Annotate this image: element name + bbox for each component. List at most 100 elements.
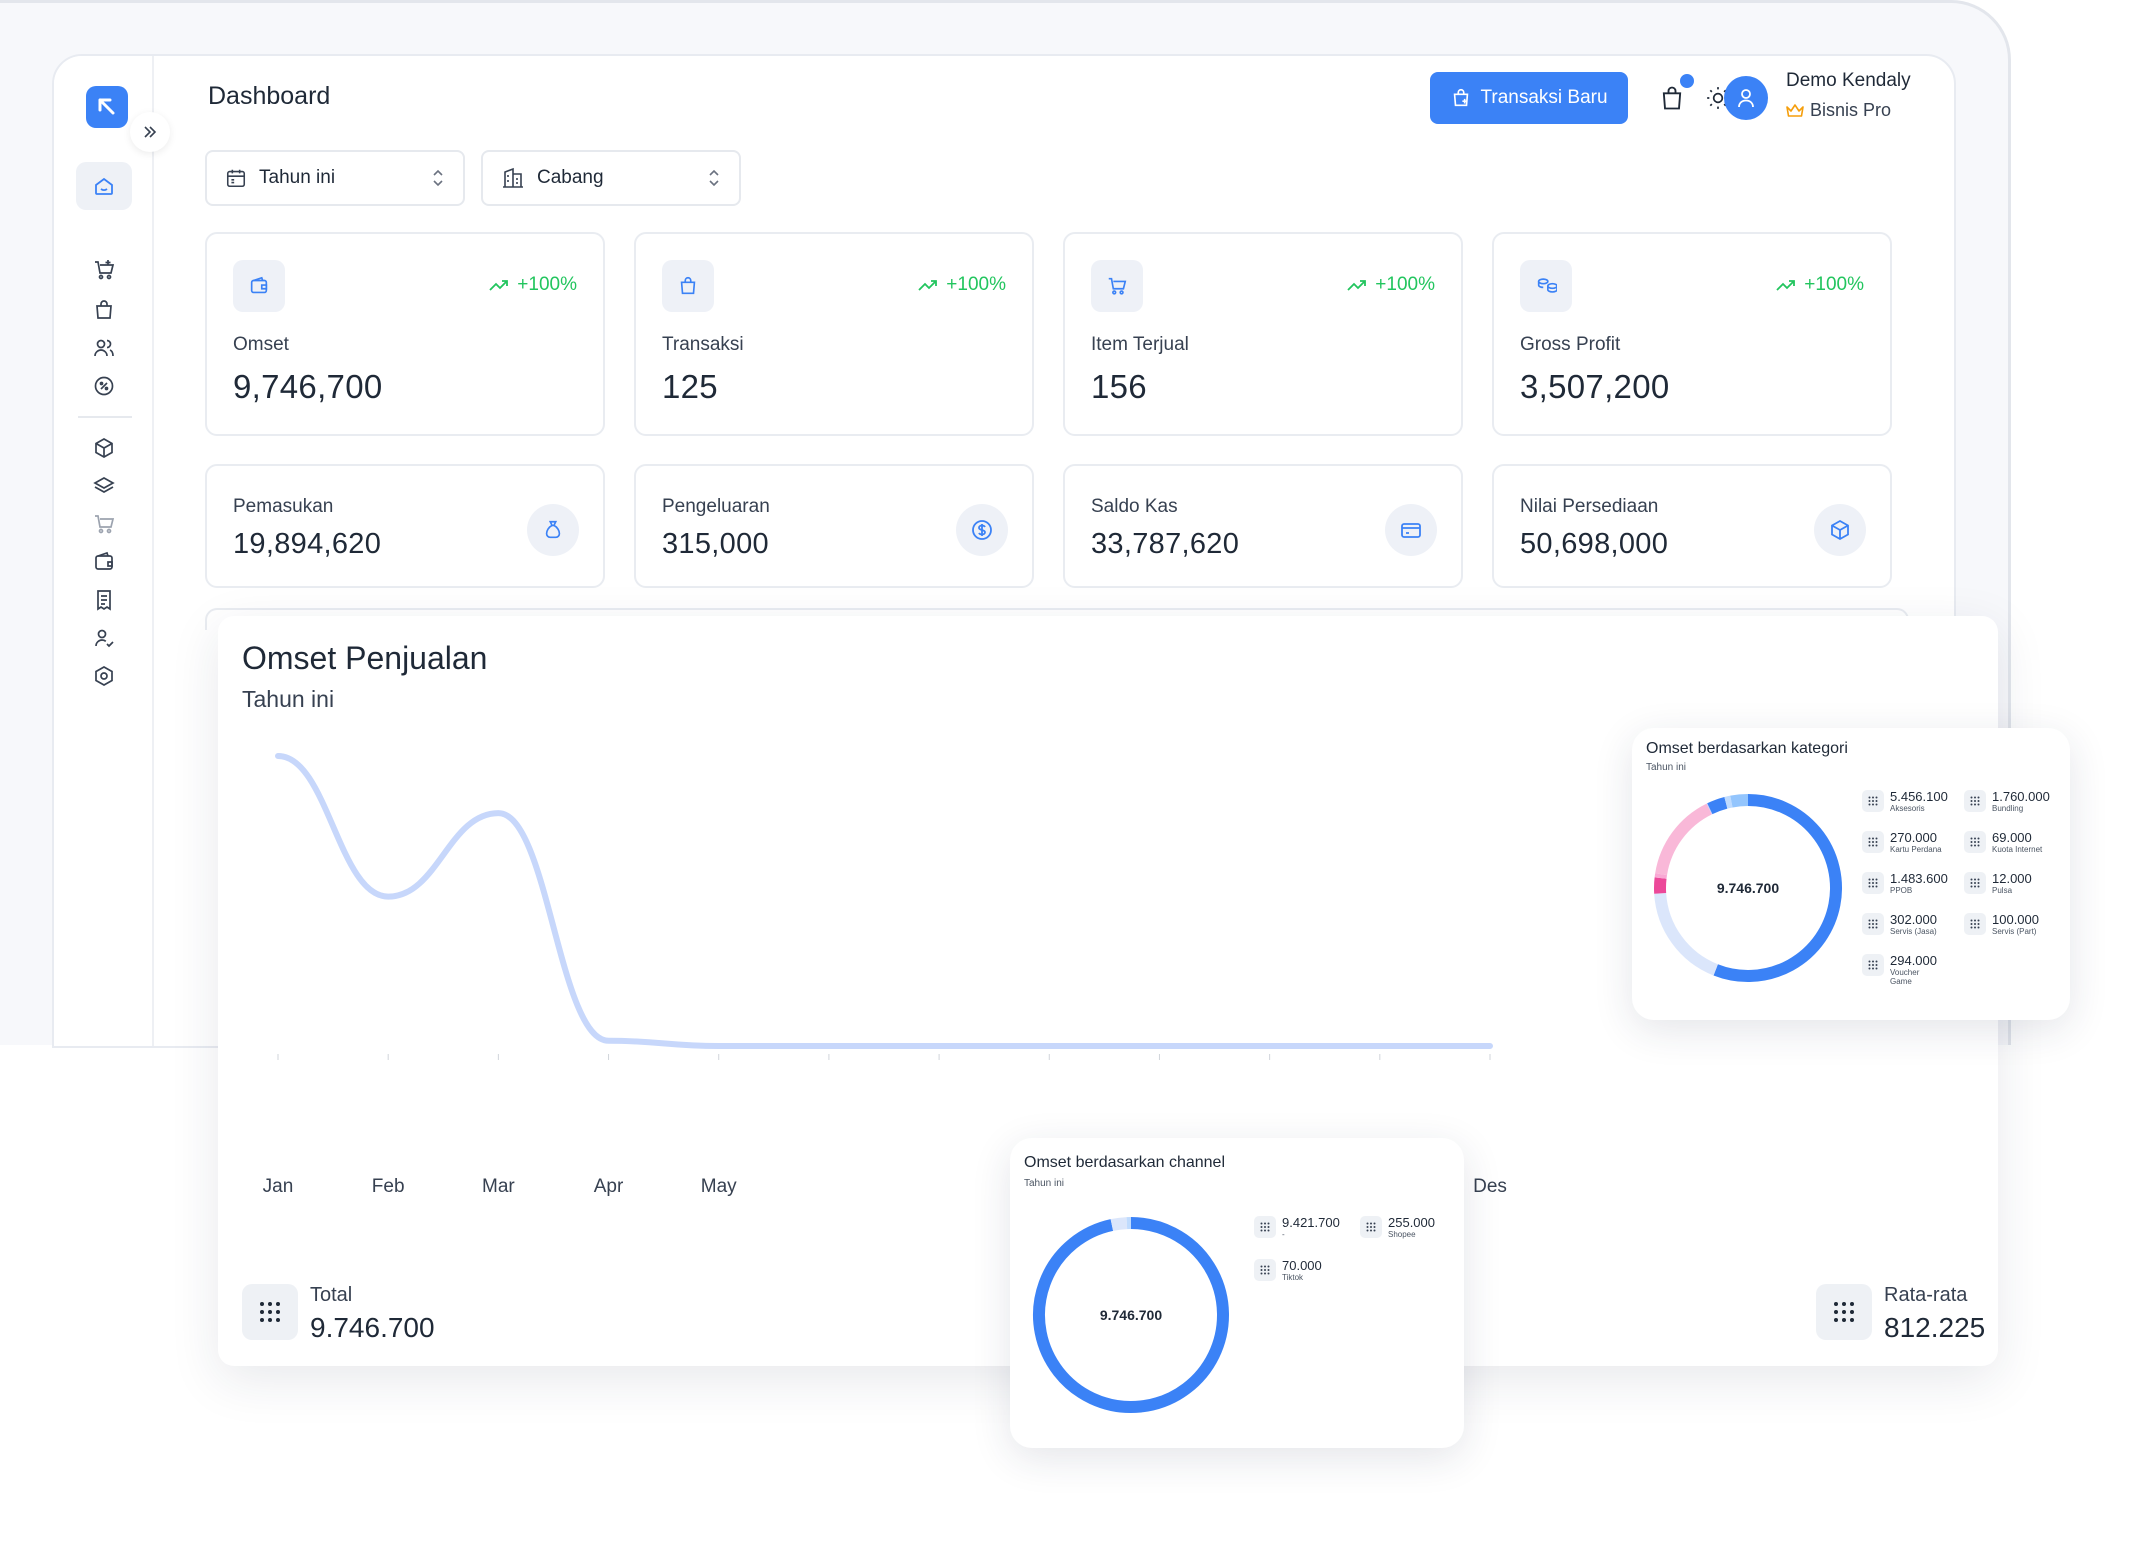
main-content: Dashboard Transaksi Baru Demo Kendaly Bi… bbox=[152, 56, 1954, 1046]
stat-card-transaksi[interactable]: +100% Transaksi 125 bbox=[634, 232, 1034, 436]
stat-card-omset[interactable]: +100% Omset 9,746,700 bbox=[205, 232, 605, 436]
legend-label: Servis (Jasa) bbox=[1890, 927, 1937, 936]
nav-receipt-icon[interactable] bbox=[76, 576, 132, 624]
legend-label: PPOB bbox=[1890, 886, 1913, 895]
stat-card-gross-profit[interactable]: +100% Gross Profit 3,507,200 bbox=[1492, 232, 1892, 436]
nav-users-icon[interactable] bbox=[76, 324, 132, 372]
legend-value: 270.000 bbox=[1890, 830, 1937, 845]
x-tick-label: May bbox=[700, 1176, 737, 1197]
nav-shopping-bag-icon[interactable] bbox=[76, 286, 132, 334]
legend-item: 100.000 Servis (Part) bbox=[1964, 913, 2039, 936]
user-name: Demo Kendaly bbox=[1786, 70, 1911, 91]
total-value: 9.746.700 bbox=[310, 1312, 435, 1343]
nav-box-icon[interactable] bbox=[76, 424, 132, 472]
slice-servis-part bbox=[1724, 795, 1733, 809]
stat-value: 3,507,200 bbox=[1520, 368, 1670, 405]
stat-value: 9,746,700 bbox=[233, 368, 383, 405]
x-tick-label: Des bbox=[1473, 1176, 1507, 1197]
legend-label: Kartu Perdana bbox=[1890, 845, 1942, 854]
chevrons-right-icon bbox=[144, 126, 157, 138]
finance-value: 33,787,620 bbox=[1091, 528, 1240, 560]
category-donut-chart: 9.746.700 bbox=[1654, 794, 1842, 982]
period-select[interactable]: Tahun ini bbox=[205, 150, 465, 206]
slice- bbox=[1033, 1217, 1229, 1413]
new-transaction-button[interactable]: Transaksi Baru bbox=[1430, 72, 1628, 124]
stat-value: 156 bbox=[1091, 368, 1147, 405]
building-icon bbox=[503, 167, 523, 188]
sales-chart-title: Omset Penjualan bbox=[242, 640, 488, 676]
legend-label: Shopee bbox=[1388, 1230, 1416, 1239]
sales-series-line bbox=[275, 753, 1493, 1049]
x-tick-label: Jan bbox=[262, 1176, 294, 1197]
notification-dot bbox=[1678, 72, 1696, 90]
legend-label: - bbox=[1282, 1230, 1285, 1239]
nav-user-check-icon[interactable] bbox=[76, 614, 132, 662]
category-card-title: Omset berdasarkan kategori bbox=[1646, 740, 1848, 757]
legend-item: 70.000 Tiktok bbox=[1254, 1259, 1322, 1282]
legend-item: 12.000 Pulsa bbox=[1964, 872, 2032, 895]
slice-bundling bbox=[1654, 892, 1719, 976]
nav-home-icon[interactable] bbox=[76, 162, 132, 210]
channel-revenue-card: Omset berdasarkan channel Tahun ini 9.74… bbox=[1010, 1138, 1464, 1448]
finance-card-saldo-kas[interactable]: Saldo Kas 33,787,620 bbox=[1063, 464, 1463, 588]
grid-icon bbox=[1862, 954, 1884, 976]
trend-up-icon bbox=[918, 280, 938, 291]
grid-icon bbox=[1964, 872, 1986, 894]
legend-value: 100.000 bbox=[1992, 912, 2039, 927]
user-plan-label: Bisnis Pro bbox=[1810, 100, 1892, 120]
finance-card-nilai-persediaan[interactable]: Nilai Persediaan 50,698,000 bbox=[1492, 464, 1892, 588]
finance-card-pengeluaran[interactable]: Pengeluaran 315,000 bbox=[634, 464, 1034, 588]
finance-label: Nilai Persediaan bbox=[1520, 496, 1659, 517]
x-tick-label: Apr bbox=[593, 1176, 624, 1197]
grid-icon bbox=[1964, 831, 1986, 853]
category-revenue-card: Omset berdasarkan kategori Tahun ini 9.7… bbox=[1632, 728, 2070, 1020]
grid-icon bbox=[242, 1284, 298, 1340]
stat-card-item-terjual[interactable]: +100% Item Terjual 156 bbox=[1063, 232, 1463, 436]
slice-shopee bbox=[1110, 1217, 1128, 1231]
nav-cart-icon[interactable] bbox=[76, 500, 132, 548]
finance-value: 315,000 bbox=[662, 528, 769, 560]
stat-label: Omset bbox=[233, 334, 289, 355]
box-icon bbox=[1814, 504, 1866, 556]
shopping-bag-icon bbox=[662, 260, 714, 312]
avatar[interactable] bbox=[1724, 76, 1768, 120]
bag-plus-icon bbox=[1454, 88, 1469, 107]
finance-card-pemasukan[interactable]: Pemasukan 19,894,620 bbox=[205, 464, 605, 588]
stat-label: Item Terjual bbox=[1091, 334, 1189, 355]
grid-icon bbox=[1964, 790, 1986, 812]
nav-layers-icon[interactable] bbox=[76, 462, 132, 510]
sidebar-divider bbox=[78, 416, 132, 418]
nav-wallet-icon[interactable] bbox=[76, 538, 132, 586]
legend-value: 5.456.100 bbox=[1890, 789, 1948, 804]
x-tick-label: Feb bbox=[371, 1176, 405, 1197]
branch-select-value: Cabang bbox=[537, 167, 604, 188]
nav-cart-add-icon[interactable] bbox=[76, 246, 132, 294]
chevron-updown-icon bbox=[709, 169, 719, 187]
sidebar-collapse-button[interactable] bbox=[130, 112, 170, 152]
channel-card-title: Omset berdasarkan channel bbox=[1024, 1154, 1225, 1171]
legend-value: 255.000 bbox=[1388, 1215, 1435, 1230]
total-label: Total bbox=[310, 1284, 353, 1306]
nav-discount-icon[interactable] bbox=[76, 362, 132, 410]
nav-settings-icon[interactable] bbox=[76, 652, 132, 700]
money-bag-icon bbox=[527, 504, 579, 556]
sales-line-chart bbox=[275, 753, 1493, 1060]
grid-icon bbox=[1964, 913, 1986, 935]
trend-up-icon bbox=[489, 280, 509, 291]
app-logo[interactable] bbox=[86, 86, 128, 128]
finance-label: Saldo Kas bbox=[1091, 496, 1178, 517]
wallet-icon bbox=[233, 260, 285, 312]
slice-voucher-game bbox=[1730, 794, 1749, 808]
chevron-updown-icon bbox=[433, 169, 443, 187]
stat-delta: +100% bbox=[1776, 274, 1864, 296]
legend-label: Voucher Game bbox=[1890, 968, 1920, 986]
legend-label: Servis (Part) bbox=[1992, 927, 2037, 936]
legend-value: 1.483.600 bbox=[1890, 871, 1948, 886]
grid-icon bbox=[1254, 1259, 1276, 1281]
crown-icon bbox=[1786, 103, 1804, 117]
cart-icon[interactable] bbox=[1652, 72, 1696, 118]
legend-item: 1.483.600 PPOB bbox=[1862, 872, 1948, 895]
stat-delta: +100% bbox=[489, 274, 577, 296]
branch-select[interactable]: Cabang bbox=[481, 150, 741, 206]
user-plan: Bisnis Pro bbox=[1786, 100, 1891, 121]
